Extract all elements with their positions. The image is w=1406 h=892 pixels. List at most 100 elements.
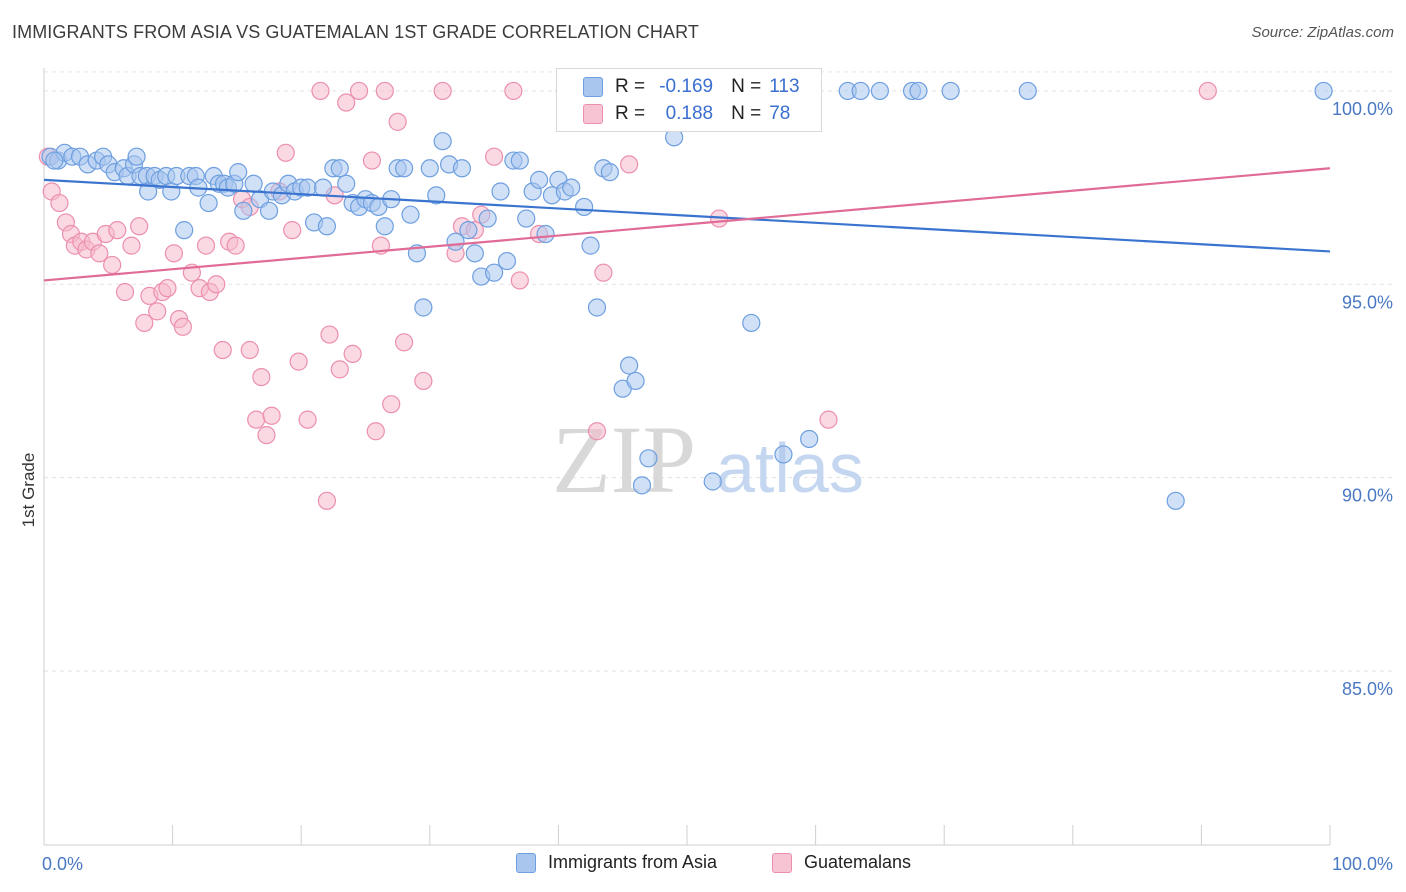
guatemalans-point-34 — [247, 410, 266, 429]
legend-label-asia: Immigrants from Asia — [548, 852, 718, 872]
asia-point-104 — [851, 81, 870, 101]
guatemalans-point-14 — [122, 236, 141, 255]
asia-point-91 — [626, 371, 645, 391]
asia-trend-line — [43, 178, 1331, 253]
legend-swatch-guatemalans — [772, 852, 792, 873]
asia-point-93 — [639, 449, 658, 468]
asia-point-101 — [774, 445, 793, 464]
asia-point-100 — [742, 313, 761, 333]
guatemalans-point-68 — [587, 422, 607, 441]
guatemalans-point-44 — [320, 325, 339, 344]
guatemalans-point-33 — [240, 340, 259, 360]
asia-point-16 — [139, 182, 158, 201]
asia-point-36 — [259, 201, 279, 220]
guatemalans-point-57 — [414, 371, 433, 391]
asia-point-110 — [1166, 491, 1185, 510]
legend-n-value: 78 — [769, 103, 791, 124]
stats-legend: R = -0.169 N = 113 R = 0.188 N = 78 — [556, 68, 822, 132]
source-label: Source: ZipAtlas.com — [1251, 24, 1394, 41]
asia-point-83 — [562, 178, 581, 197]
asia-point-112 — [45, 151, 64, 170]
guatemalans-point-50 — [362, 151, 382, 170]
asia-point-32 — [229, 163, 248, 182]
chart-title: IMMIGRANTS FROM ASIA VS GUATEMALAN 1ST G… — [12, 22, 699, 42]
bottom-legend: Immigrants from Asia Guatemalans — [0, 852, 1406, 878]
x-tick-label-1: 100.0% — [1332, 854, 1393, 874]
asia-point-97 — [703, 472, 722, 491]
guatemalans-point-21 — [164, 244, 183, 263]
legend-swatch-asia — [516, 852, 536, 873]
asia-point-13 — [127, 147, 146, 166]
asia-point-86 — [587, 298, 607, 317]
asia-point-102 — [800, 429, 819, 449]
guatemalans-point-64 — [504, 81, 523, 101]
guatemalans-point-23 — [173, 317, 192, 336]
asia-point-71 — [485, 263, 504, 282]
guatemalans-point-40 — [283, 221, 302, 240]
guatemalans-point-43 — [311, 81, 330, 101]
asia-point-47 — [330, 159, 349, 178]
guatemalans-point-20 — [158, 279, 177, 298]
guatemalans-point-75 — [317, 491, 337, 510]
y-tick-label-0: 85.0% — [1342, 679, 1393, 699]
asia-point-73 — [497, 251, 517, 271]
guatemalans-point-37 — [262, 406, 281, 425]
guatemalans-point-70 — [620, 155, 639, 174]
legend-swatch-asia — [583, 77, 603, 97]
guatemalans-point-36 — [257, 425, 276, 445]
y-tick-label-2: 95.0% — [1342, 292, 1393, 312]
guatemalans-point-31 — [226, 236, 245, 255]
guatemalans-point-2 — [50, 193, 69, 213]
guatemalans-point-35 — [252, 367, 271, 387]
guatemalans-point-65 — [510, 271, 529, 290]
guatemalans-point-48 — [343, 344, 362, 363]
asia-point-88 — [600, 163, 619, 182]
asia-point-85 — [581, 236, 600, 255]
guatemalans-point-46 — [330, 360, 349, 379]
guatemalans-point-13 — [115, 282, 135, 302]
guatemalans-point-47 — [337, 93, 356, 112]
asia-point-108 — [941, 81, 960, 101]
legend-n-label: N = — [731, 76, 762, 97]
y-tick-labels: 85.0% 90.0% 95.0% 100.0% — [1332, 99, 1393, 699]
legend-row-asia: R = -0.169 N = 113 — [583, 74, 800, 100]
watermark-atlas: atlas — [716, 429, 864, 507]
asia-point-58 — [401, 205, 420, 224]
legend-r-label: R = — [615, 76, 646, 97]
legend-item-guatemalans[interactable]: Guatemalans — [772, 852, 911, 873]
asia-point-34 — [244, 174, 263, 193]
legend-label-guatemalans: Guatemalans — [804, 852, 912, 872]
guatemalans-point-74 — [1198, 81, 1217, 101]
legend-n-value: 113 — [769, 76, 800, 97]
asia-point-26 — [199, 193, 218, 213]
guatemalans-point-18 — [148, 302, 167, 321]
guatemalans-point-15 — [130, 217, 149, 236]
asia-point-22 — [175, 221, 194, 240]
asia-point-48 — [337, 174, 356, 193]
asia-point-57 — [394, 159, 414, 178]
guatemalans-point-42 — [298, 410, 317, 429]
watermark-zip: ZIP — [552, 406, 696, 513]
guatemalans-point-51 — [366, 422, 385, 441]
asia-point-45 — [317, 217, 337, 236]
legend-item-asia[interactable]: Immigrants from Asia — [516, 852, 717, 873]
guatemalans-point-41 — [289, 352, 308, 371]
asia-point-79 — [536, 224, 555, 244]
guatemalans-point-39 — [276, 143, 295, 162]
legend-swatch-guatemalans — [583, 104, 603, 124]
guatemalans-point-29 — [213, 340, 232, 360]
asia-point-60 — [414, 298, 433, 317]
asia-point-75 — [510, 151, 529, 170]
guatemalans-point-12 — [108, 221, 127, 240]
x-tick-labels: 0.0% 100.0% — [42, 854, 1393, 874]
asia-point-107 — [909, 81, 928, 101]
legend-row-guatemalans: R = 0.188 N = 78 — [583, 101, 790, 127]
asia-point-111 — [1314, 81, 1333, 101]
guatemalans-point-63 — [485, 147, 504, 166]
asia-point-68 — [465, 244, 484, 263]
asia-point-44 — [313, 178, 333, 197]
asia-point-54 — [375, 217, 394, 236]
asia-point-90 — [620, 356, 639, 375]
axes — [43, 68, 1331, 846]
asia-point-92 — [632, 476, 652, 495]
